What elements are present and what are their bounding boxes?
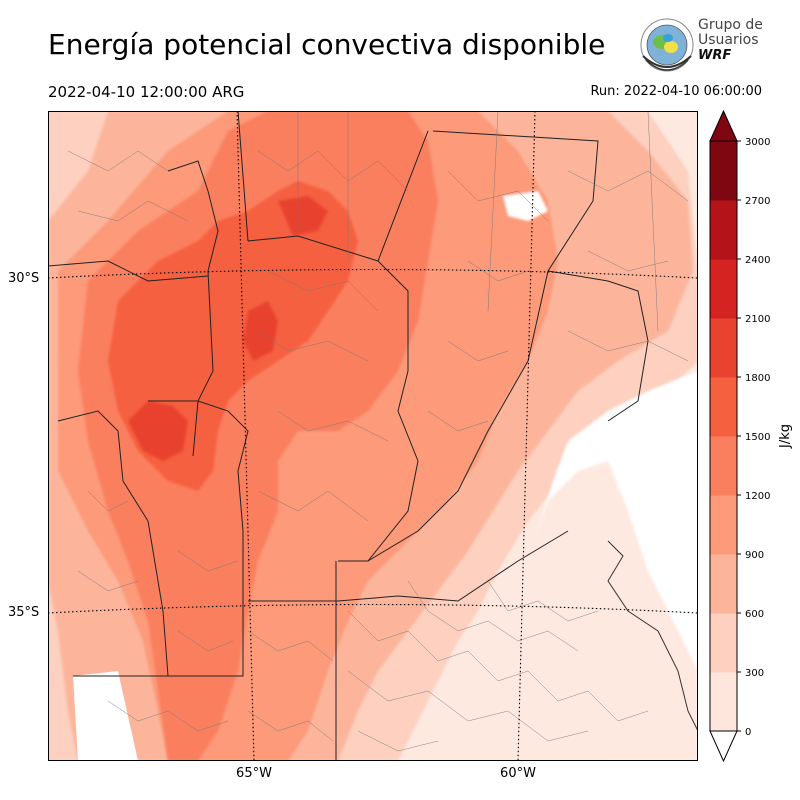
colorbar-tick-label: 2100	[745, 314, 770, 325]
lat-label-30s: 30°S	[8, 271, 40, 286]
cape-contour-1800a	[128, 401, 188, 461]
run-time: Run: 2022-04-10 06:00:00	[590, 84, 762, 99]
colorbar-tick-label: 2400	[745, 255, 770, 266]
colorbar-segment	[710, 613, 737, 673]
colorbar-segment	[710, 672, 737, 732]
colorbar-tick-label: 1200	[745, 491, 770, 502]
logo-line2: Usuarios	[698, 32, 759, 48]
colorbar-segment	[710, 495, 737, 555]
valid-time: 2022-04-10 12:00:00 ARG	[48, 83, 245, 101]
colorbar-segment	[710, 377, 737, 437]
colorbar-segment	[710, 141, 737, 201]
colorbar-tick-label: 1800	[745, 373, 770, 384]
wrf-logo: Grupo de Usuarios WRF	[638, 16, 768, 76]
colorbar-segment	[710, 200, 737, 260]
cape-contour-1800b	[243, 301, 278, 361]
cape-map	[48, 111, 698, 761]
colorbar-segment	[710, 318, 737, 378]
lat-label-35s: 35°S	[8, 605, 40, 620]
colorbar-tick-label: 900	[745, 550, 764, 561]
map-title: Energía potencial convectiva disponible	[48, 28, 606, 61]
cape-contour-1800c	[278, 196, 328, 236]
cape-low-north	[503, 191, 548, 221]
colorbar-tick-label: 300	[745, 668, 764, 679]
logo-line3: WRF	[698, 48, 732, 63]
cape-low-east-b	[468, 461, 698, 761]
colorbar-segment	[710, 436, 737, 496]
colorbar-segment	[710, 554, 737, 614]
colorbar-unit-label: J/kg	[778, 424, 793, 449]
colorbar-tick-label: 0	[745, 727, 751, 738]
colorbar-tick-label: 3000	[745, 137, 770, 148]
cape-low-coast	[668, 441, 698, 611]
lon-label-65w: 65°W	[236, 766, 272, 781]
cape-low-southwest	[73, 671, 138, 761]
colorbar-tick-label: 2700	[745, 196, 770, 207]
cape-colorbar: J/kg 0 300 600 900 1200 1500 1800 2100 2400 2700 3…	[709, 109, 793, 763]
colorbar-tick-label: 600	[745, 609, 764, 620]
map-frame	[48, 111, 698, 761]
coastline	[607, 540, 698, 732]
colorbar-extend-min	[709, 730, 738, 763]
department-borders	[67, 111, 689, 752]
colorbar-extend-max	[709, 109, 738, 142]
globe-icon	[640, 18, 694, 72]
colorbar-tick-label: 1500	[745, 432, 770, 443]
lon-label-60w: 60°W	[500, 766, 536, 781]
province-borders	[48, 111, 649, 761]
colorbar-segment	[710, 259, 737, 319]
logo-line1: Grupo de	[698, 17, 763, 33]
graticule	[48, 111, 698, 761]
